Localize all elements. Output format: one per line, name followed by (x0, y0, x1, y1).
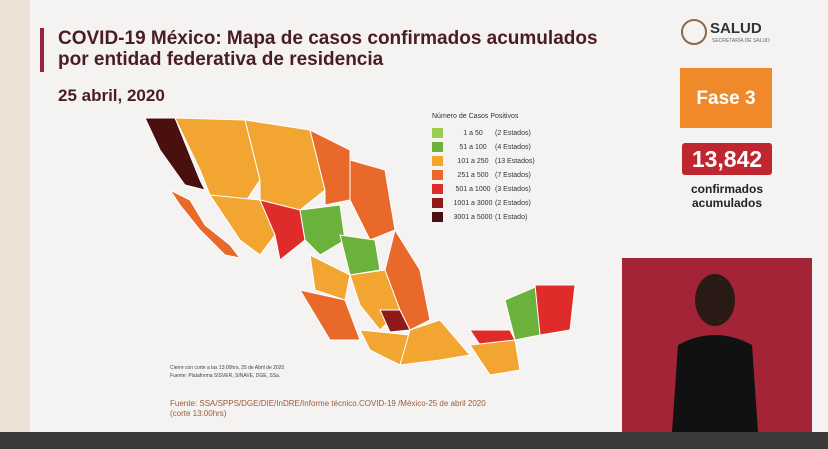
legend-item: 501 a 1000 (3 Estados) (432, 182, 535, 196)
legend-item: 3001 a 5000 (1 Estado) (432, 210, 535, 224)
logo-emblem (681, 19, 707, 45)
title-line: COVID-19 México: Mapa de casos confirmad… (58, 28, 598, 49)
legend-swatch (432, 156, 443, 166)
legend-range: 3001 a 5000 (453, 213, 493, 221)
source: Fuente: SSA/SPPS/DGE/DIE/InDRE/Informe t… (170, 399, 486, 419)
source-line: Fuente: SSA/SPPS/DGE/DIE/InDRE/Informe t… (170, 399, 486, 408)
legend-range: 251 a 500 (457, 171, 489, 179)
legend: Número de Casos Positivos 1 a 50 (2 Estad… (432, 113, 535, 224)
legend-count: (1 Estado) (495, 213, 528, 221)
total-label-line: confirmados (690, 182, 763, 196)
legend-swatch (432, 142, 443, 152)
legend-title: Número de Casos Positivos (432, 113, 519, 120)
logo-subtitle: SECRETARÍA DE SALUD (712, 38, 770, 44)
legend-item: 251 a 500 (7 Estados) (432, 168, 535, 182)
legend-range: 51 a 100 (459, 143, 487, 151)
legend-item: 101 a 250 (13 Estados) (432, 154, 535, 168)
date: 25 abril, 2020 (58, 86, 165, 105)
legend-swatch (432, 184, 443, 194)
legend-count: (2 Estados) (495, 129, 531, 137)
mexico-map (144, 117, 576, 376)
title: COVID-19 México: Mapa de casos confirmad… (58, 28, 598, 70)
legend-range: 1 a 50 (463, 129, 483, 137)
legend-swatch (432, 198, 443, 208)
legend-count: (3 Estados) (495, 185, 531, 193)
note: Cierre con corte a las 13:00hrs, 25 de A… (170, 365, 285, 371)
accent-bar (40, 28, 44, 72)
legend-swatch (432, 170, 443, 180)
legend-item: 1001 a 3000 (2 Estados) (432, 196, 535, 210)
legend-swatch (432, 212, 443, 222)
source-line: (corte 13:00hrs) (170, 409, 227, 418)
legend-range: 501 a 1000 (455, 185, 491, 193)
phase: Fase 3 (696, 88, 756, 109)
legend-count: (7 Estados) (495, 171, 531, 179)
legend-count: (4 Estados) (495, 143, 531, 151)
legend-count: (13 Estados) (495, 157, 535, 165)
total-label-line: acumulados (691, 196, 763, 210)
legend-item: 51 a 100 (4 Estados) (432, 140, 535, 154)
phase-box (680, 68, 772, 128)
legend-range: 101 a 250 (457, 157, 489, 165)
legend-range: 1001 a 3000 (453, 199, 493, 207)
interpreter-body (672, 335, 758, 432)
legend-item: 1 a 50 (2 Estados) (432, 126, 535, 140)
interpreter-head (695, 274, 735, 326)
total-box (682, 143, 772, 175)
side-pattern (0, 0, 30, 432)
total-label: confirmados acumulados (672, 182, 782, 210)
logo-name: SALUD (710, 20, 762, 37)
note: Fuente: Plataforma SISVER, SINAVE, DGE, … (170, 373, 281, 379)
title-line: por entidad federativa de residencia (58, 49, 384, 70)
total: 13,842 (691, 146, 763, 172)
legend-count: (2 Estados) (495, 199, 531, 207)
legend-swatch (432, 128, 443, 138)
notes: Cierre con corte a las 13:00hrs, 25 de A… (170, 364, 284, 380)
